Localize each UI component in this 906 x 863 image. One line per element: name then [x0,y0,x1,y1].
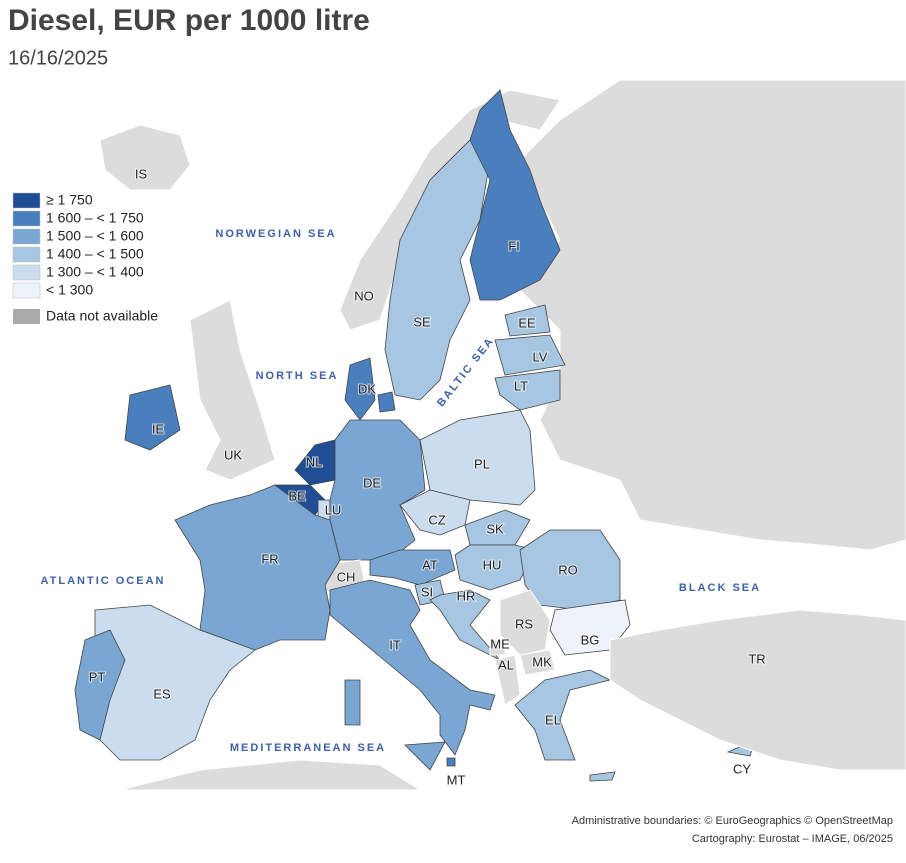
country-shape [589,771,616,782]
country-shape [489,639,506,656]
sea-label: NORTH SEA [256,370,339,382]
country-label: MK [532,654,552,669]
country-label: BG [581,632,600,647]
country-label: AL [498,657,514,672]
country-label: PL [474,456,490,471]
country-shape [377,391,396,413]
country-label: DK [358,381,376,396]
country-label: ME [490,636,510,651]
country-shape [344,357,376,421]
country-shape [514,669,612,761]
sea-label: ATLANTIC OCEAN [41,575,166,587]
country-label: BE [288,488,306,503]
country-shape [329,419,426,561]
legend-swatch [12,264,41,281]
country-label: HU [483,557,502,572]
sea-label: BLACK SEA [679,582,761,594]
legend-label: ≥ 1 750 [46,192,93,208]
credit: Administrative boundaries: © EuroGeograp… [572,815,893,827]
country-shape [99,124,191,191]
country-label: MT [447,772,466,787]
country-label: IS [135,166,148,181]
country-label: LV [533,349,548,364]
country-label: PT [89,669,106,684]
legend-label: < 1 300 [46,282,93,298]
country-label: LT [514,378,528,393]
country-shape [189,299,276,481]
legend-label: 1 600 – < 1 750 [46,210,144,226]
country-label: AT [422,557,438,572]
title: Diesel, EUR per 1000 litre [8,4,370,37]
country-label: CH [337,569,356,584]
eastern-land [519,79,906,551]
country-shape [369,549,456,586]
legend-label: Data not available [46,308,158,324]
sea-label: NORWEGIAN SEA [215,228,336,240]
country-label: IT [389,637,401,652]
country-label: CZ [428,512,445,527]
country-label: NL [306,454,323,469]
country-label: RO [558,562,578,577]
sea-label: MEDITERRANEAN SEA [230,742,386,754]
country-shape [609,609,906,771]
country-label: HR [457,588,476,603]
legend-swatch [13,309,40,324]
country-label: EL [545,712,561,727]
country-label: IE [152,421,165,436]
country-label: FR [261,551,278,566]
country-shape [446,757,456,767]
legend-swatch [12,210,41,227]
country-label: DE [363,475,381,490]
country-label: TR [748,651,765,666]
country-label: UK [224,447,242,462]
legend-swatch [12,282,41,299]
country-shape [494,654,521,706]
country-label: CY [733,761,751,776]
country-label: EE [518,315,536,330]
country-label: FI [508,238,520,253]
country-label: NO [354,288,374,303]
country-shape [499,589,551,656]
country-label: SE [413,314,431,329]
credit: Cartography: Eurostat – IMAGE, 06/2025 [692,833,893,845]
country-shape [404,741,446,771]
country-shape [329,579,496,756]
country-shape [174,484,341,651]
legend-label: 1 500 – < 1 600 [46,228,144,244]
legend-swatch [12,228,41,245]
country-shape [384,139,491,401]
country-shape [494,334,566,376]
legend-swatch [12,192,41,209]
legend-label: 1 300 – < 1 400 [46,264,144,280]
country-label: LU [325,502,342,517]
country-shape [519,649,556,676]
subtitle: 16/16/2025 [8,47,108,69]
country-label: SI [421,584,433,599]
country-label: RS [515,616,533,631]
country-label: ES [153,686,171,701]
country-shape [464,509,531,546]
background-land [119,79,906,791]
north-africa [119,759,422,791]
legend-label: 1 400 – < 1 500 [46,246,144,262]
country-label: SK [486,521,504,536]
country-shape [469,89,561,301]
legend-swatch [12,246,41,263]
country-shape [124,384,181,451]
country-shape [74,629,126,741]
country-shape [344,679,361,726]
country-shape [504,304,551,337]
country-shape [494,369,561,411]
